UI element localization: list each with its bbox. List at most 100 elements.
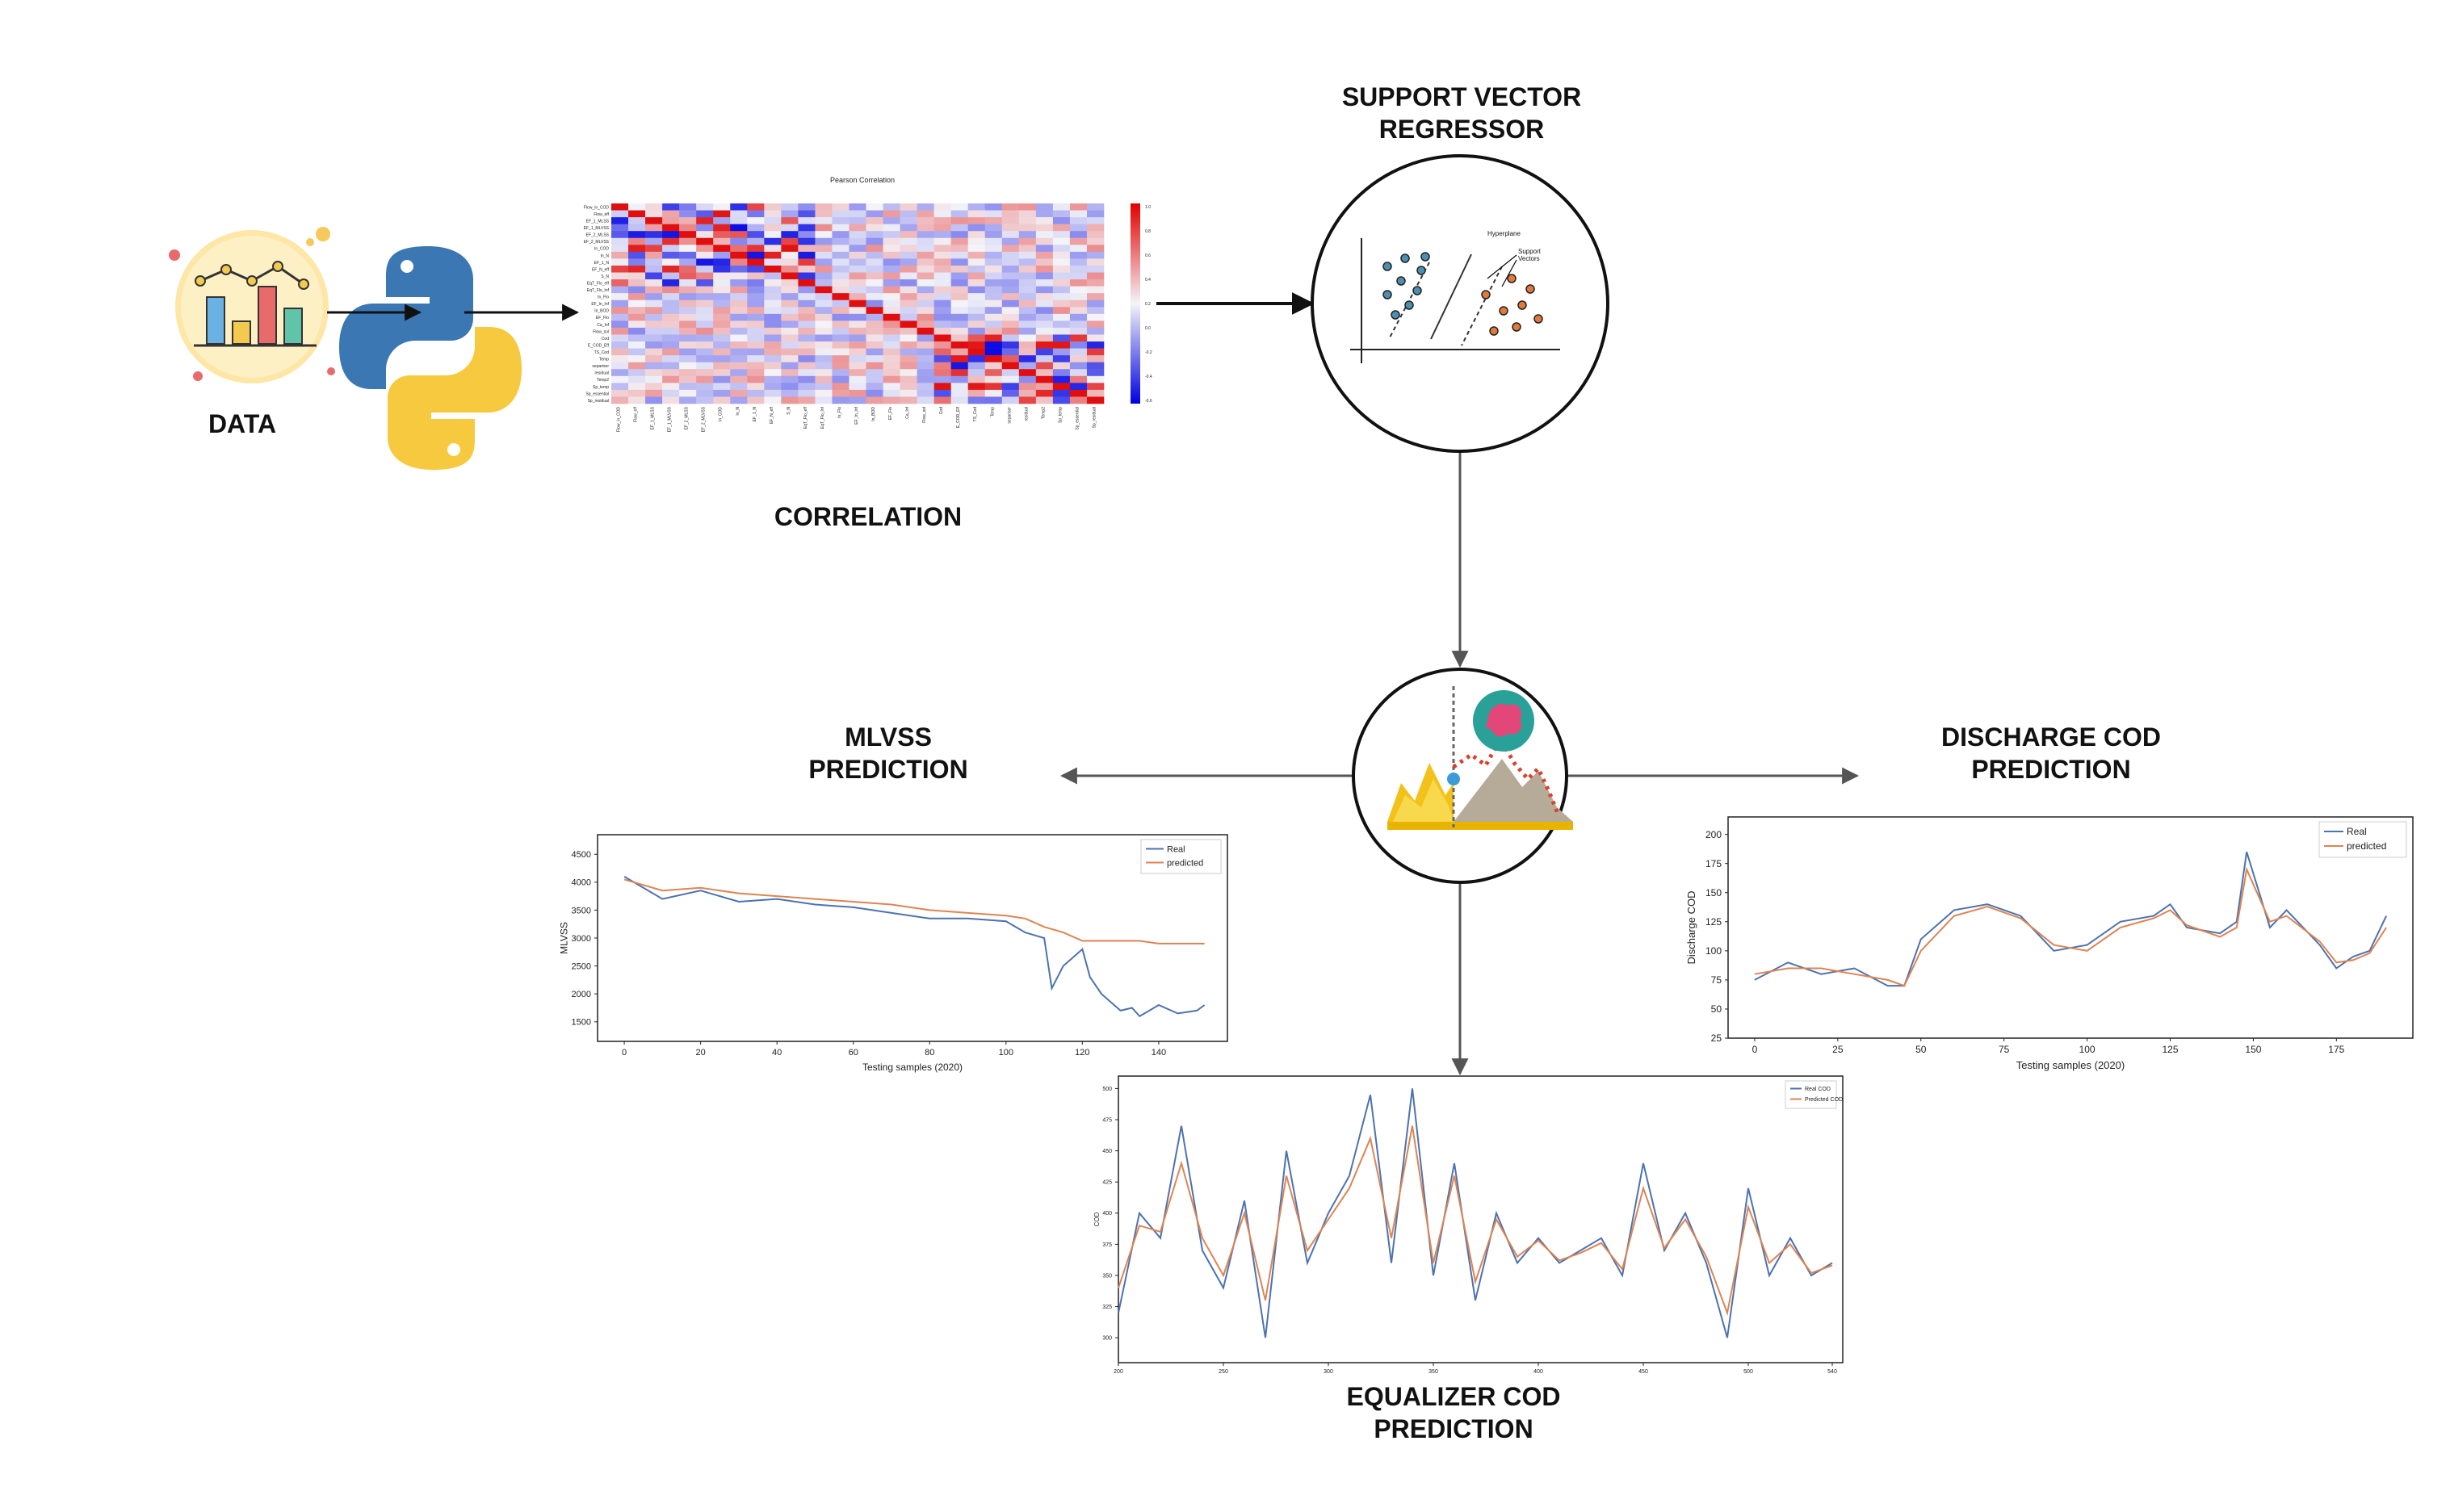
heatmap-cell: [781, 389, 799, 397]
heatmap-cell: [696, 245, 714, 253]
chart-frame: [1727, 816, 2414, 1039]
heatmap-cell: [967, 272, 986, 280]
heatmap-cell: [900, 307, 917, 315]
heatmap-cell: [950, 279, 969, 287]
heatmap-title: Pearson Correlation: [830, 176, 895, 184]
heatmap-cell: [1001, 203, 1020, 211]
heatmap-col-label: Flow_sol: [922, 407, 927, 423]
heatmap-cell: [832, 286, 850, 294]
heatmap-row-label: EF_2_MLSS: [586, 233, 610, 238]
heatmap-cell: [1018, 320, 1037, 329]
heatmap-cell: [984, 217, 1003, 224]
heatmap-cell: [1001, 245, 1020, 253]
heatmap-cell: [815, 293, 833, 301]
heatmap-cell: [815, 251, 833, 259]
heatmap-col-label: EF_1_MLVSS: [668, 406, 673, 432]
heatmap-cell: [628, 348, 646, 356]
heatmap-cell: [900, 313, 917, 321]
heatmap-cell: [967, 293, 986, 301]
heatmap-cell: [764, 327, 782, 335]
heatmap-cell: [933, 341, 951, 349]
heatmap-cell: [628, 320, 646, 329]
heatmap-cell: [917, 272, 934, 280]
heatmap-cell: [696, 272, 714, 280]
heatmap-cell: [1069, 396, 1088, 404]
heatmap-cell: [1052, 279, 1071, 287]
heatmap-cell: [832, 231, 850, 239]
heatmap-col-label: Sp_temp: [1058, 407, 1063, 423]
heatmap-cell: [713, 375, 731, 383]
heatmap-cell: [1086, 237, 1105, 245]
heatmap-cell: [645, 286, 663, 294]
heatmap-cell: [696, 348, 714, 356]
heatmap-cell: [611, 396, 629, 404]
heatmap-cell: [1018, 210, 1037, 218]
heatmap-cell: [764, 293, 782, 301]
heatmap-cell: [679, 307, 697, 315]
heatmap-cell: [645, 320, 663, 329]
heatmap-cell: [1018, 396, 1037, 404]
heatmap-cell: [764, 389, 782, 397]
heatmap-cell: [730, 348, 748, 356]
heatmap-col-label: In_BOD: [871, 407, 876, 421]
heatmap-cell: [815, 279, 833, 287]
heatmap-cell: [832, 237, 850, 245]
heatmap-cell: [883, 286, 900, 294]
heatmap-cell: [984, 327, 1003, 335]
heatmap-cell: [679, 362, 697, 370]
heatmap-cell: [662, 237, 680, 245]
heatmap-cell: [1052, 327, 1071, 335]
heatmap-cell: [950, 375, 969, 383]
heatmap-cell: [900, 355, 917, 362]
heatmap-cell: [1018, 348, 1037, 356]
colorbar-tick: -0.6: [1145, 399, 1152, 404]
x-tick-label: 300: [1324, 1369, 1333, 1375]
heatmap-cell: [679, 396, 697, 404]
heatmap-col-label: residual: [1024, 407, 1029, 421]
heatmap-cell: [730, 299, 748, 308]
heatmap-cell: [849, 293, 866, 301]
heatmap-cell: [730, 383, 748, 391]
heatmap-cell: [917, 279, 934, 287]
heatmap-cell: [611, 348, 629, 356]
y-tick-label: 450: [1102, 1149, 1112, 1154]
heatmap-cell: [764, 279, 782, 287]
heatmap-cell: [1052, 362, 1071, 370]
heatmap-cell: [1069, 237, 1088, 245]
heatmap-cell: [798, 396, 816, 404]
heatmap-cell: [662, 389, 680, 397]
heatmap-cell: [1086, 210, 1105, 218]
x-axis-label: Testing samples (2020): [2016, 1059, 2125, 1071]
y-axis-label: COD: [1093, 1212, 1101, 1226]
heatmap-cell: [645, 313, 663, 321]
heatmap-cell: [713, 313, 731, 321]
heatmap-cell: [730, 203, 748, 211]
heatmap-cell: [815, 389, 833, 397]
heatmap-cell: [967, 341, 986, 349]
heatmap-cell: [1052, 272, 1071, 280]
heatmap-cell: [967, 389, 986, 397]
heatmap-cell: [645, 203, 663, 211]
heatmap-cell: [883, 341, 900, 349]
heatmap-cell: [849, 245, 866, 253]
heatmap-cell: [1086, 286, 1105, 294]
heatmap-cell: [1001, 217, 1020, 224]
heatmap-cell: [900, 272, 917, 280]
heatmap-cell: [900, 279, 917, 287]
heatmap-cell: [798, 320, 816, 329]
heatmap-cell: [849, 355, 866, 362]
heatmap-cell: [798, 369, 816, 377]
heatmap-cell: [933, 362, 951, 370]
x-tick-label: 100: [2079, 1044, 2096, 1055]
heatmap-cell: [730, 237, 748, 245]
heatmap-cell: [849, 210, 866, 218]
heatmap-cell: [933, 389, 951, 397]
x-tick-label: 150: [2245, 1044, 2261, 1055]
heatmap-cell: [900, 375, 917, 383]
heatmap-cell: [866, 327, 883, 335]
heatmap-cell: [866, 320, 883, 329]
heatmap-cell: [764, 245, 782, 253]
heatmap-cell: [1052, 375, 1071, 383]
heatmap-cell: [933, 217, 951, 224]
heatmap-cell: [662, 375, 680, 383]
